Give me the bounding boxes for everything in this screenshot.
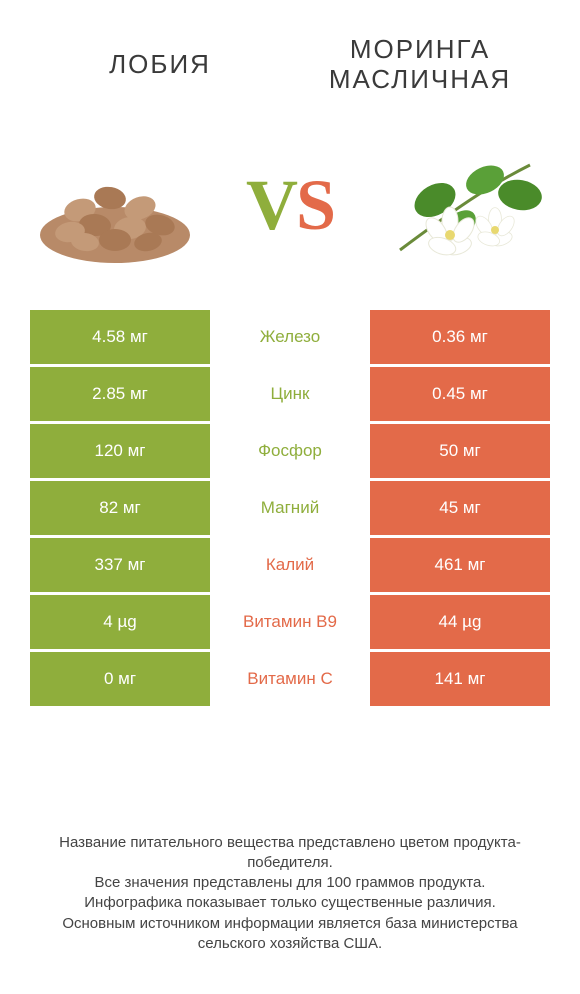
cell-left-value: 82 мг bbox=[30, 481, 210, 535]
cell-right-value: 0.36 мг bbox=[370, 310, 550, 364]
footer-line: Название питательного вещества представл… bbox=[30, 833, 550, 874]
footer-line: Инфографика показывает только существенн… bbox=[30, 893, 550, 913]
table-row: 82 мгМагний45 мг bbox=[30, 481, 550, 535]
title-right: МОРИНГА МАСЛИЧНАЯ bbox=[290, 30, 550, 100]
table-row: 4.58 мгЖелезо0.36 мг bbox=[30, 310, 550, 364]
cell-left-value: 337 мг bbox=[30, 538, 210, 592]
table-row: 4 µgВитамин B944 µg bbox=[30, 595, 550, 649]
cell-right-value: 0.45 мг bbox=[370, 367, 550, 421]
footer-line: Основным источником информации является … bbox=[30, 914, 550, 955]
cell-nutrient-label: Витамин B9 bbox=[210, 595, 370, 649]
footer-line: Все значения представлены для 100 граммо… bbox=[30, 873, 550, 893]
cell-nutrient-label: Цинк bbox=[210, 367, 370, 421]
cell-right-value: 50 мг bbox=[370, 424, 550, 478]
cell-nutrient-label: Фосфор bbox=[210, 424, 370, 478]
cell-right-value: 45 мг bbox=[370, 481, 550, 535]
comparison-table: 4.58 мгЖелезо0.36 мг2.85 мгЦинк0.45 мг12… bbox=[0, 310, 580, 706]
cell-nutrient-label: Железо bbox=[210, 310, 370, 364]
cell-right-value: 44 µg bbox=[370, 595, 550, 649]
cell-nutrient-label: Магний bbox=[210, 481, 370, 535]
vs-s: S bbox=[296, 165, 334, 245]
table-row: 2.85 мгЦинк0.45 мг bbox=[30, 367, 550, 421]
cell-left-value: 120 мг bbox=[30, 424, 210, 478]
vs-v: V bbox=[246, 165, 296, 245]
product-image-right bbox=[380, 130, 550, 280]
images-row: VS bbox=[0, 110, 580, 310]
cell-right-value: 141 мг bbox=[370, 652, 550, 706]
cell-left-value: 0 мг bbox=[30, 652, 210, 706]
product-image-left bbox=[30, 130, 200, 280]
table-row: 337 мгКалий461 мг bbox=[30, 538, 550, 592]
titles-row: ЛОБИЯ МОРИНГА МАСЛИЧНАЯ bbox=[0, 0, 580, 110]
vs-label: VS bbox=[246, 164, 334, 247]
table-row: 120 мгФосфор50 мг bbox=[30, 424, 550, 478]
cell-right-value: 461 мг bbox=[370, 538, 550, 592]
cell-left-value: 4.58 мг bbox=[30, 310, 210, 364]
table-row: 0 мгВитамин C141 мг bbox=[30, 652, 550, 706]
cell-nutrient-label: Калий bbox=[210, 538, 370, 592]
cell-left-value: 2.85 мг bbox=[30, 367, 210, 421]
cell-nutrient-label: Витамин C bbox=[210, 652, 370, 706]
cell-left-value: 4 µg bbox=[30, 595, 210, 649]
title-left: ЛОБИЯ bbox=[30, 30, 290, 100]
footer-notes: Название питательного вещества представл… bbox=[30, 833, 550, 955]
